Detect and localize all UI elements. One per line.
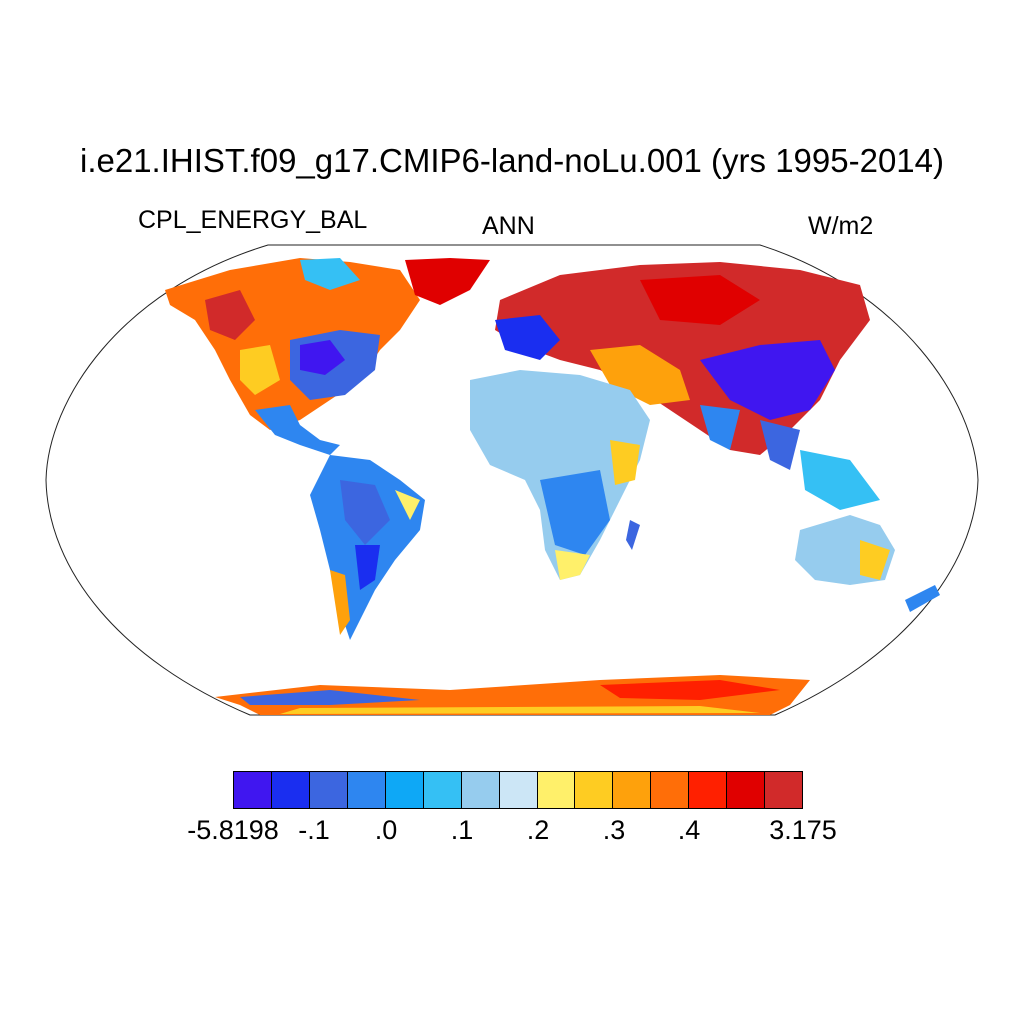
- colorbar-swatch: [651, 772, 690, 808]
- south-america: [310, 455, 425, 640]
- colorbar: [233, 771, 803, 809]
- colorbar-swatch: [499, 772, 538, 808]
- colorbar-swatch: [689, 772, 728, 808]
- colorbar-label: .3: [602, 815, 626, 845]
- colorbar-swatch: [613, 772, 652, 808]
- units-label: W/m2: [808, 212, 874, 240]
- colorbar-swatch: [234, 772, 272, 808]
- variable-label: CPL_ENERGY_BAL: [138, 206, 368, 234]
- colorbar-swatch: [461, 772, 500, 808]
- colorbar-label: .4: [677, 815, 701, 845]
- colorbar-label: .1: [450, 815, 474, 845]
- colorbar-label: -.1: [298, 815, 330, 845]
- colorbar-swatch: [385, 772, 424, 808]
- colorbar-swatch: [537, 772, 576, 808]
- colorbar-swatch: [347, 772, 386, 808]
- colorbar-label: -5.8198: [187, 815, 279, 845]
- colorbar-swatch: [765, 772, 803, 808]
- eurasia: [495, 262, 880, 510]
- colorbar-label: 3.175: [769, 815, 837, 845]
- australia: [795, 515, 940, 612]
- colorbar-label: .2: [526, 815, 550, 845]
- antarctica: [215, 675, 810, 715]
- colorbar-label: .0: [374, 815, 398, 845]
- colorbar-swatch: [423, 772, 462, 808]
- plot-title: i.e21.IHIST.f09_g17.CMIP6-land-noLu.001 …: [79, 142, 944, 179]
- north-america: [165, 258, 490, 455]
- colorbar-swatch: [271, 772, 310, 808]
- colorbar-swatch: [309, 772, 348, 808]
- colorbar-swatch: [575, 772, 614, 808]
- africa: [470, 370, 650, 580]
- colorbar-swatch: [727, 772, 766, 808]
- season-label: ANN: [482, 212, 535, 240]
